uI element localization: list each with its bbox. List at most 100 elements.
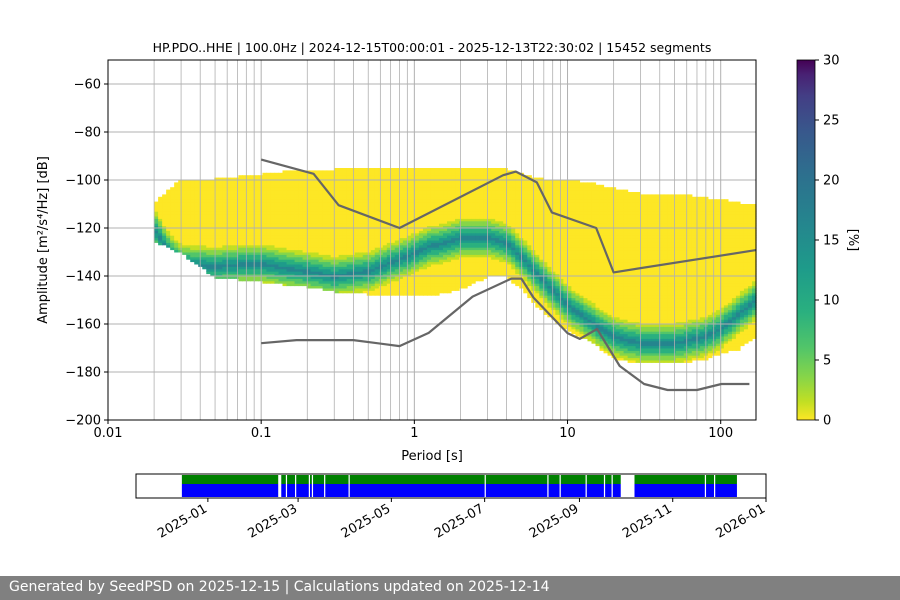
psd-cell [455, 211, 460, 215]
psd-cell [294, 223, 300, 227]
psd-cell [414, 201, 420, 205]
psd-cell [430, 177, 436, 181]
psd-cell [238, 196, 243, 200]
psd-cell [334, 271, 340, 275]
psd-cell [455, 252, 460, 255]
psd-cell [551, 290, 556, 294]
psd-cell [278, 220, 284, 224]
psd-cell [390, 240, 396, 243]
psd-cell [266, 278, 272, 282]
psd-cell [206, 242, 211, 246]
psd-cell [370, 192, 376, 195]
psd-cell [555, 189, 560, 193]
psd-cell [330, 206, 336, 210]
psd-cell [455, 237, 460, 241]
psd-cell [451, 242, 456, 246]
psd-cell [386, 249, 392, 253]
psd-cell [306, 254, 312, 258]
psd-cell [194, 204, 199, 207]
psd-cell [535, 271, 540, 275]
psd-cell [358, 213, 364, 217]
psd-cell [286, 218, 292, 222]
psd-cell [322, 194, 328, 198]
psd-cell [382, 244, 388, 248]
psd-cell [459, 170, 464, 174]
psd-cell [443, 278, 448, 282]
psd-cell [366, 189, 372, 193]
psd-cell [222, 240, 227, 243]
psd-cell [166, 216, 171, 219]
psd-cell [422, 230, 428, 234]
psd-cell [298, 247, 304, 251]
psd-cell [226, 235, 231, 239]
psd-cell [286, 225, 292, 229]
psd-cell [455, 223, 460, 227]
psd-cell [491, 256, 496, 260]
psd-cell [262, 225, 268, 229]
psd-cell [567, 228, 573, 231]
psd-cell [362, 254, 368, 258]
psd-cell [475, 261, 480, 265]
psd-cell [567, 259, 573, 263]
psd-cell [398, 249, 404, 253]
psd-cell [214, 244, 219, 248]
psd-cell [571, 196, 577, 200]
psd-cell [302, 192, 308, 195]
psd-cell [439, 182, 444, 186]
psd-cell [226, 189, 231, 193]
psd-cell [402, 184, 408, 188]
psd-cell [190, 232, 195, 236]
psd-cell [503, 170, 508, 174]
psd-cell [394, 288, 400, 291]
psd-cell [374, 242, 380, 246]
psd-cell [374, 256, 380, 260]
psd-cell [479, 252, 484, 255]
psd-cell [555, 292, 560, 296]
psd-cell [250, 242, 256, 246]
psd-cell [426, 196, 432, 200]
psd-cell [234, 242, 239, 246]
psd-cell [326, 208, 332, 212]
psd-cell [294, 254, 300, 258]
psd-cell [306, 194, 312, 198]
psd-cell [471, 218, 476, 222]
psd-cell [426, 240, 432, 243]
psd-cell [515, 208, 520, 212]
psd-cell [306, 252, 312, 255]
psd-cell [226, 213, 231, 217]
psd-cell [262, 237, 268, 241]
psd-cell [354, 230, 360, 234]
psd-cell [374, 184, 380, 188]
psd-cell [354, 189, 360, 193]
psd-cell [370, 225, 376, 229]
psd-cell [330, 216, 336, 219]
psd-cell [543, 211, 548, 215]
psd-cell [194, 228, 199, 231]
psd-cell [370, 194, 376, 198]
psd-cell [575, 304, 581, 308]
psd-cell [567, 240, 573, 243]
psd-cell [551, 194, 556, 198]
psd-cell [487, 170, 492, 174]
psd-cell [515, 261, 520, 265]
psd-cell [527, 261, 532, 265]
psd-cell [346, 225, 352, 229]
psd-cell [366, 249, 372, 253]
psd-cell [571, 254, 577, 258]
psd-cell [410, 280, 416, 284]
psd-cell [535, 220, 540, 224]
psd-cell [254, 264, 260, 267]
psd-cell [511, 254, 516, 258]
psd-cell [334, 211, 340, 215]
psd-cell [326, 252, 332, 255]
psd-cell [234, 182, 239, 186]
psd-cell [491, 259, 496, 263]
psd-cell [394, 264, 400, 267]
psd-cell [439, 211, 444, 215]
psd-cell [539, 290, 544, 294]
psd-cell [250, 204, 256, 207]
psd-cell [398, 266, 404, 270]
psd-cell [455, 204, 460, 207]
psd-cell [210, 213, 215, 217]
psd-cell [314, 264, 320, 267]
